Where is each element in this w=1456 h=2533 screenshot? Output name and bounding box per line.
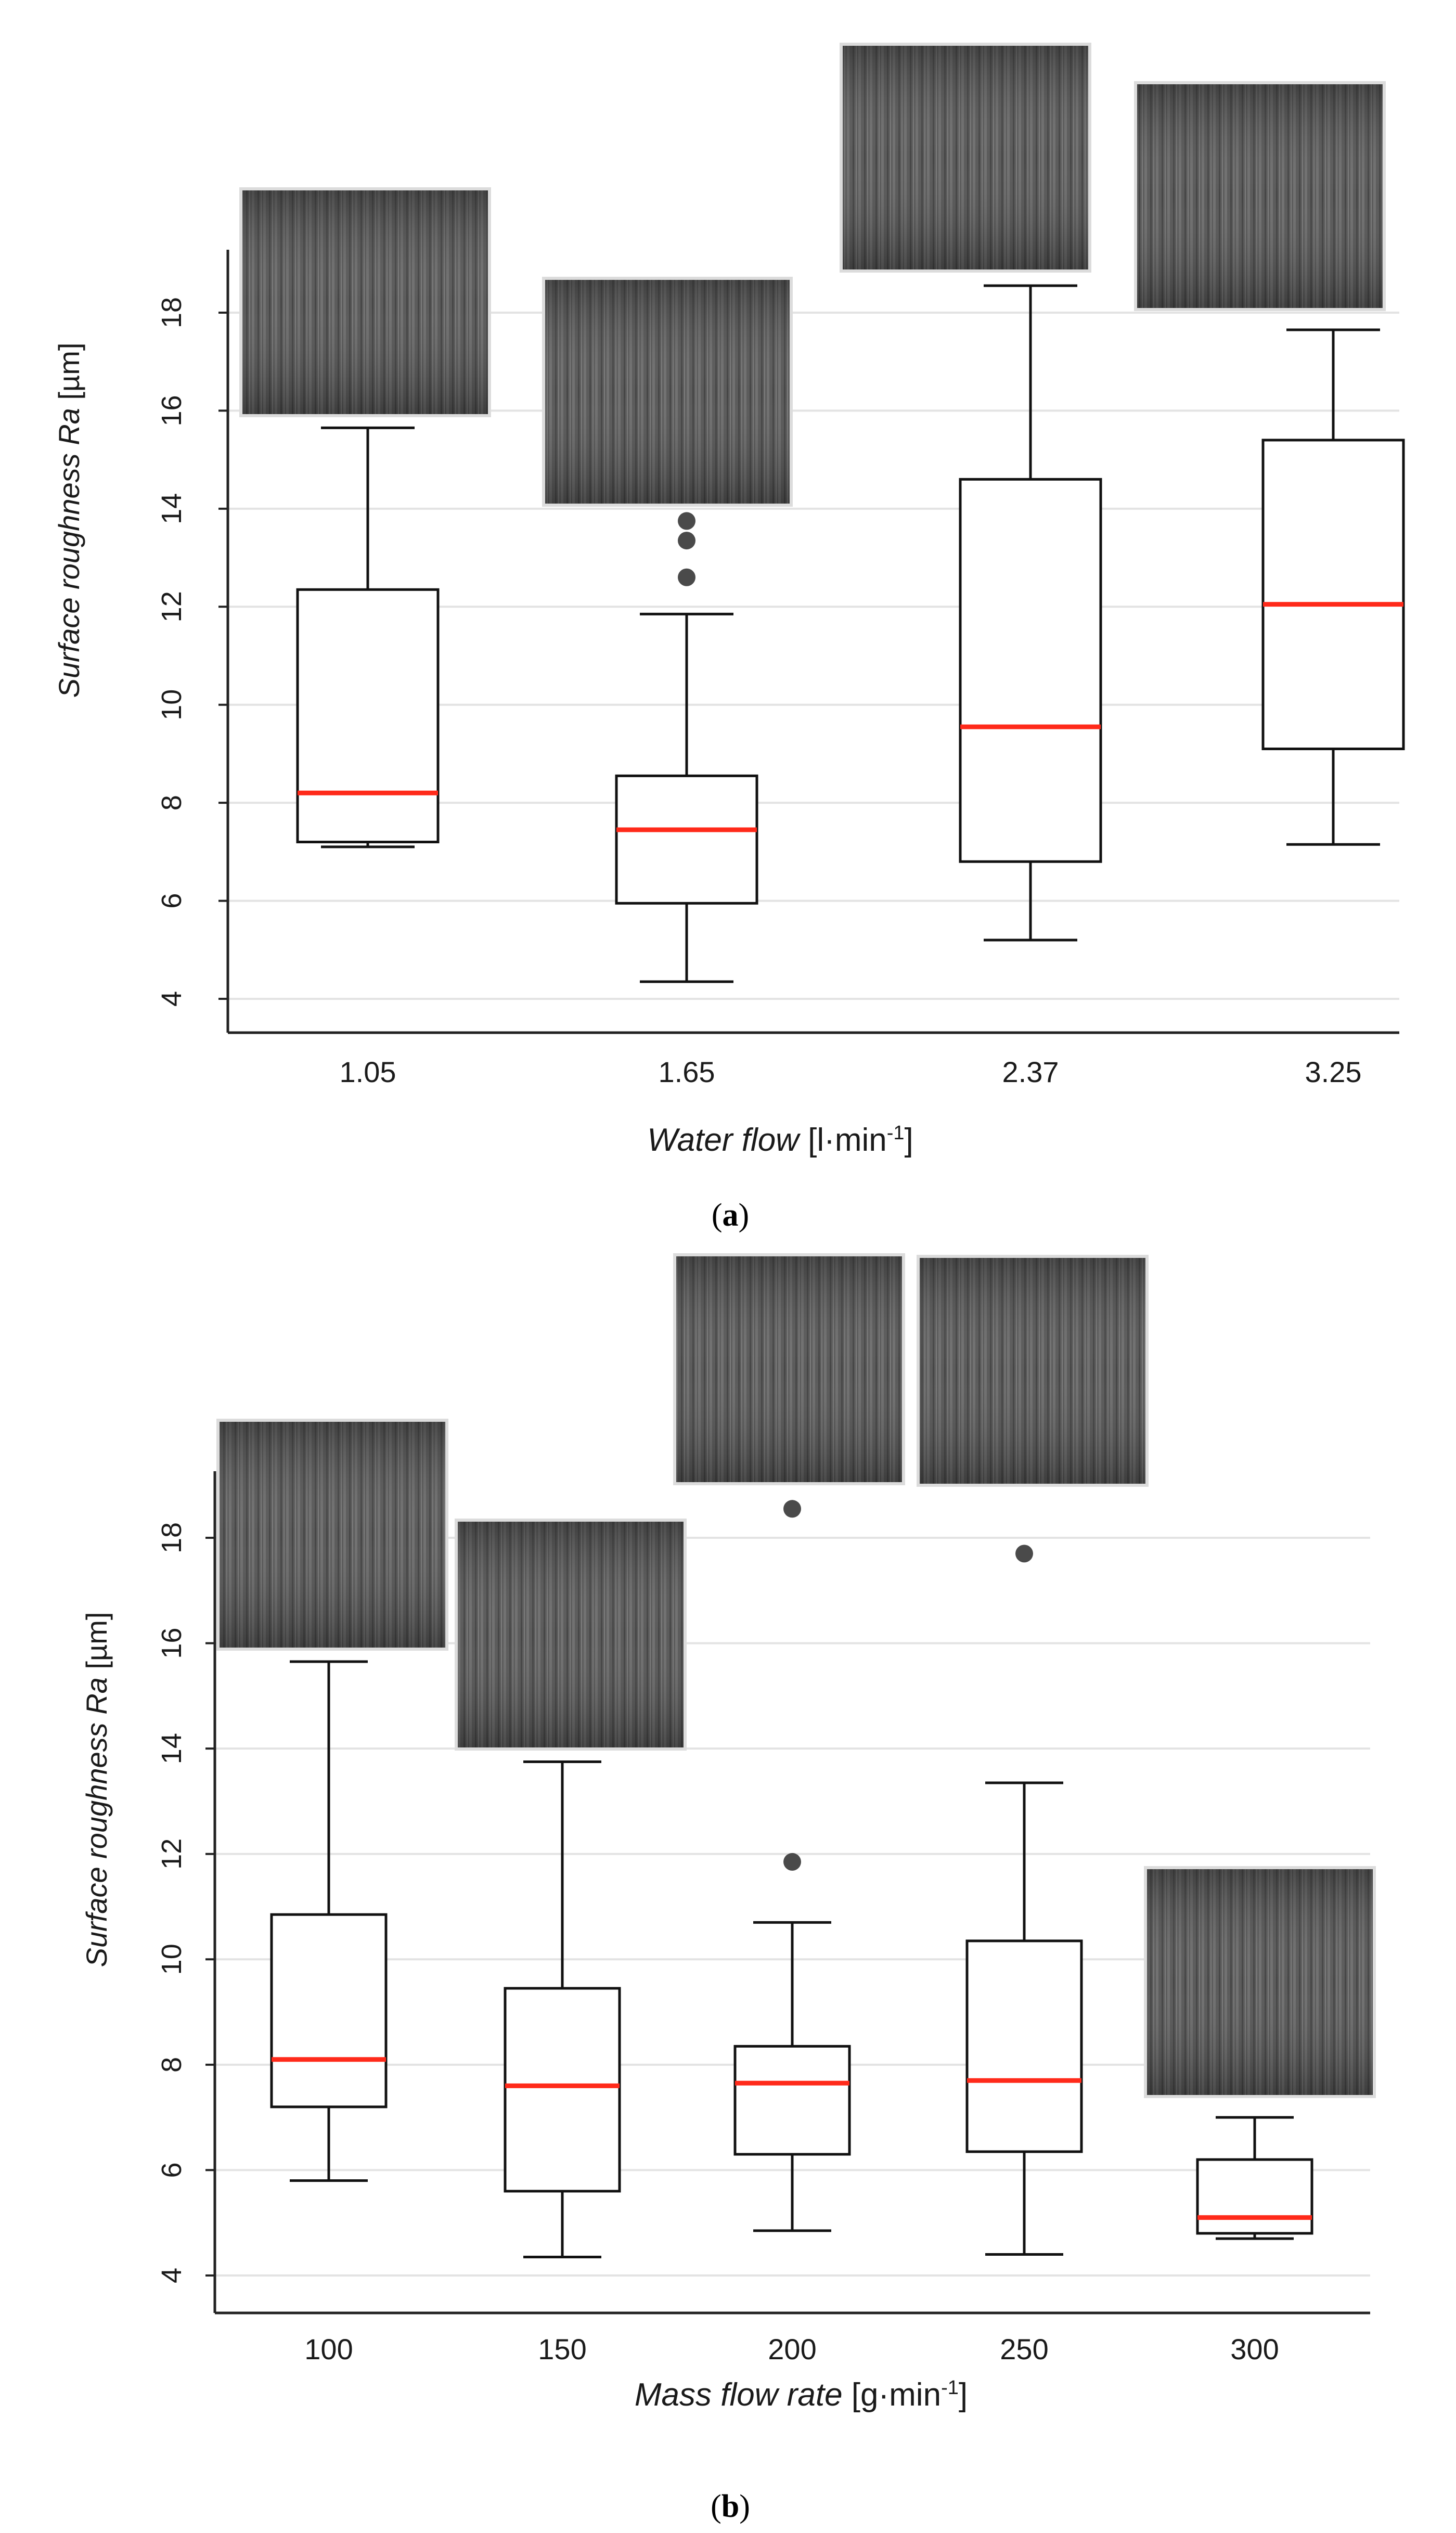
x-tick-label: 1.65 [659,1056,715,1088]
boxplot [504,1760,621,2259]
outlier-point [1015,1545,1033,1563]
boxplot [270,1660,388,2182]
y-tick-label: 14 [156,493,187,524]
y-tick-label: 4 [156,2268,187,2283]
iqr-box [296,588,440,844]
y-tick-label: 4 [156,991,187,1007]
surface-sample-photo [1144,1866,1376,2098]
x-tick-label: 3.25 [1305,1056,1362,1088]
iqr-box [504,1987,621,2193]
y-tick-labels-b: 4 6 8 10 12 14 16 18 [156,1522,187,2283]
x-tick-label: 150 [538,2333,586,2365]
photo-shading [458,1522,684,1747]
iqr-box [270,1913,388,2108]
boxplot [959,284,1102,942]
panel-label-b: (b) [711,2489,750,2524]
boxplot [296,426,440,848]
x-tick-label: 1.05 [340,1056,396,1088]
surface-sample-photo [1134,81,1386,311]
boxplot [1196,2116,1313,2240]
x-tick-label: 100 [304,2333,353,2365]
photo-shading [1137,84,1383,308]
photo-shading [843,46,1088,269]
surface-photos-b [216,1253,1376,2098]
y-tick-label: 8 [156,2057,187,2073]
y-tick-label: 10 [156,1944,187,1975]
y-tick-label: 12 [156,591,187,622]
y-tick-label: 16 [156,1628,187,1659]
photo-shading [920,1258,1145,1484]
outlier-point [678,512,695,530]
boxplot [965,1545,1083,2256]
surface-sample-photo [542,277,793,507]
y-axis-label-a: Surface roughness Ra [µm] [53,343,85,698]
iqr-box [1261,439,1405,751]
photo-shading [220,1422,445,1648]
iqr-box [733,2045,851,2156]
surface-sample-photo [917,1255,1149,1487]
outlier-point [783,1500,801,1518]
panel-a: 4 6 8 10 12 14 16 18 1.05 1.65 2.37 3.25 Surface r… [53,43,1405,1233]
x-axis-label-b: Mass flow rate [g·min-1] [635,2377,968,2413]
y-tick-label: 8 [156,795,187,811]
iqr-box [1196,2158,1313,2235]
y-tick-label: 18 [156,1522,187,1553]
axes-a [218,250,1399,1034]
x-tick-label: 2.37 [1002,1056,1059,1088]
iqr-box [615,774,758,905]
y-tick-label: 16 [156,395,187,426]
boxplots-a [296,284,1405,983]
boxplot [615,512,758,983]
photo-shading [545,280,790,504]
x-tick-label: 300 [1230,2333,1279,2365]
photo-shading [676,1256,902,1482]
x-tick-label: 200 [768,2333,816,2365]
y-tick-label: 14 [156,1733,187,1764]
boxplot [733,1500,851,2232]
y-tick-label: 10 [156,689,187,721]
iqr-box [965,1939,1083,2153]
surface-sample-photo [455,1519,687,1751]
surface-sample-photo [239,187,491,417]
axes-b [205,1471,1370,2315]
y-axis-label-b: Surface roughness Ra [µm] [80,1612,113,1968]
x-tick-label: 250 [1000,2333,1048,2365]
boxplots-b [270,1500,1313,2259]
y-tick-label: 6 [156,893,187,909]
x-tick-labels-b: 100 150 200 250 300 [304,2333,1279,2365]
y-tick-labels-a: 4 6 8 10 12 14 16 18 [156,297,187,1007]
x-tick-labels-a: 1.05 1.65 2.37 3.25 [340,1056,1362,1088]
y-tick-label: 18 [156,297,187,328]
panel-b: 4 6 8 10 12 14 16 18 100 150 200 250 300 Surface ro… [80,1253,1376,2524]
x-axis-label-a: Water flow [l·min-1] [647,1122,913,1158]
outlier-point [783,1853,801,1871]
photo-shading [1147,1869,1373,2095]
photo-shading [242,190,488,414]
outlier-point [678,568,695,586]
boxplot [1261,328,1405,846]
surface-sample-photo [840,43,1091,273]
y-tick-label: 12 [156,1838,187,1870]
panel-label-a: (a) [712,1198,749,1233]
y-tick-label: 6 [156,2162,187,2178]
outlier-point [678,532,695,550]
iqr-box [959,478,1102,863]
surface-photos-a [239,43,1386,507]
surface-sample-photo [216,1419,448,1651]
surface-sample-photo [673,1253,905,1485]
